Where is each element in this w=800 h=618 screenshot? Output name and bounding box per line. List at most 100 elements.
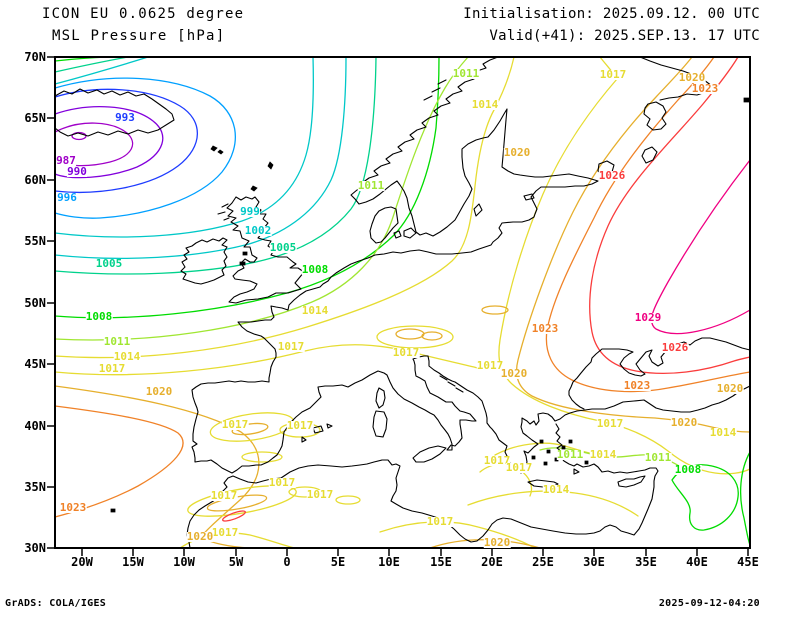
contour-label: 1023	[623, 379, 651, 392]
lake-onega	[641, 146, 658, 164]
isle-rhodes	[573, 468, 580, 475]
contour-label: 999	[240, 205, 260, 218]
contour-label: 1017	[476, 359, 504, 372]
isle-saaremaa	[523, 193, 535, 201]
coast-iceland	[54, 88, 175, 137]
coastlines-layer	[54, 56, 751, 549]
model-title: ICON EU 0.0625 degree	[42, 6, 245, 22]
fjord-dashes	[217, 79, 464, 393]
contour-label: 1017	[483, 454, 511, 467]
contour-label: 1017	[211, 526, 239, 539]
lat-tick-label: 60N	[24, 173, 46, 187]
creation-timestamp: 2025-09-12-04:20	[658, 598, 760, 609]
contour-label: 1011	[103, 335, 131, 348]
contour-label: 1011	[357, 179, 385, 192]
lon-tick-label: 40E	[686, 555, 708, 569]
isle-sardinia	[372, 410, 388, 438]
contour-label: 1017	[505, 461, 533, 474]
contour-label: 1017	[221, 418, 249, 431]
contour-label: 1011	[452, 67, 480, 80]
contour-label: 990	[67, 165, 87, 178]
coast-white-sea	[643, 101, 667, 131]
contour-label: 987	[56, 154, 76, 167]
contour-label: 1020	[145, 385, 173, 398]
contour-label: 1020	[483, 536, 511, 549]
contour-label: 1017	[277, 340, 305, 353]
lon-tick-label: 15W	[122, 555, 144, 569]
coast-denmark	[369, 206, 399, 244]
isle-gotland	[473, 203, 483, 217]
isobar-contours-layer	[54, 56, 751, 549]
contour-label: 1017	[599, 68, 627, 81]
contour-label: 993	[115, 111, 135, 124]
contour-label: 1014	[113, 350, 141, 363]
lon-tick-label: 10E	[378, 555, 400, 569]
lat-tick-label: 40N	[24, 419, 46, 433]
contour-label: 1002	[244, 224, 272, 237]
contour-label: 1014	[709, 426, 737, 439]
coast-great-britain	[226, 196, 305, 304]
contour-label: 1017	[596, 417, 624, 430]
contour-label: 1017	[392, 346, 420, 359]
contour-label: 1014	[471, 98, 499, 111]
lat-tick-label: 65N	[24, 111, 46, 125]
contour-label: 1023	[531, 322, 559, 335]
contour-label: 1014	[589, 448, 617, 461]
contour-label: 1005	[269, 241, 297, 254]
contour-label: 1023	[691, 82, 719, 95]
isle-corsica	[375, 387, 386, 409]
contour-label: 1011	[556, 448, 584, 461]
contour-label: 1014	[301, 304, 329, 317]
lon-tick-label: 35E	[635, 555, 657, 569]
isle-cyprus	[617, 475, 646, 488]
lon-tick-label: 45E	[737, 555, 759, 569]
contour-label: 1020	[670, 416, 698, 429]
lat-tick-label: 55N	[24, 234, 46, 248]
coast-kola	[639, 56, 713, 101]
contour-label: 1026	[661, 341, 689, 354]
coast-black-sea-north	[568, 337, 751, 410]
contour-label: 1017	[98, 362, 126, 375]
small-islands	[110, 97, 750, 513]
coast-scandinavia-continent	[191, 56, 751, 474]
contour-label: 1020	[500, 367, 528, 380]
contour-label: 1017	[286, 419, 314, 432]
contour-label: 1023	[59, 501, 87, 514]
lon-tick-label: 20E	[481, 555, 503, 569]
lon-tick-label: 5E	[330, 555, 346, 569]
lon-tick-label: 10W	[173, 555, 195, 569]
lon-tick-label: 20W	[71, 555, 93, 569]
contour-label: 1017	[306, 488, 334, 501]
lon-tick-label: 5W	[228, 555, 244, 569]
field-title: MSL Pressure [hPa]	[52, 28, 226, 44]
contour-label: 1008	[301, 263, 329, 276]
contour-label: 1008	[674, 463, 702, 476]
lon-tick-label: 15E	[430, 555, 452, 569]
contour-label: 1020	[186, 530, 214, 543]
contour-label: 1011	[644, 451, 672, 464]
axis-ticks	[47, 56, 749, 556]
contour-label: 1017	[426, 515, 454, 528]
grads-credit: GrADS: COLA/IGES	[5, 598, 107, 609]
lon-tick-label: 0	[283, 555, 291, 569]
contour-label: 1014	[542, 483, 570, 496]
contour-label: 1017	[268, 476, 296, 489]
lat-tick-label: 30N	[24, 541, 46, 555]
contour-label: 1008	[85, 310, 113, 323]
valid-time: Valid(+41): 2025.SEP.13. 17 UTC	[489, 28, 760, 44]
lat-tick-label: 70N	[24, 50, 46, 64]
coast-turkey-africa	[186, 423, 659, 549]
contour-label: 996	[57, 191, 77, 204]
contour-label: 1020	[716, 382, 744, 395]
coast-ireland	[180, 237, 228, 285]
contour-label: 1020	[678, 71, 706, 84]
contour-label: 1026	[598, 169, 626, 182]
isle-zealand	[403, 227, 417, 239]
isle-mallorca	[312, 425, 324, 434]
lon-tick-label: 25E	[532, 555, 554, 569]
lat-tick-label: 45N	[24, 357, 46, 371]
isle-ibiza	[301, 436, 307, 443]
isle-funen	[393, 230, 402, 239]
